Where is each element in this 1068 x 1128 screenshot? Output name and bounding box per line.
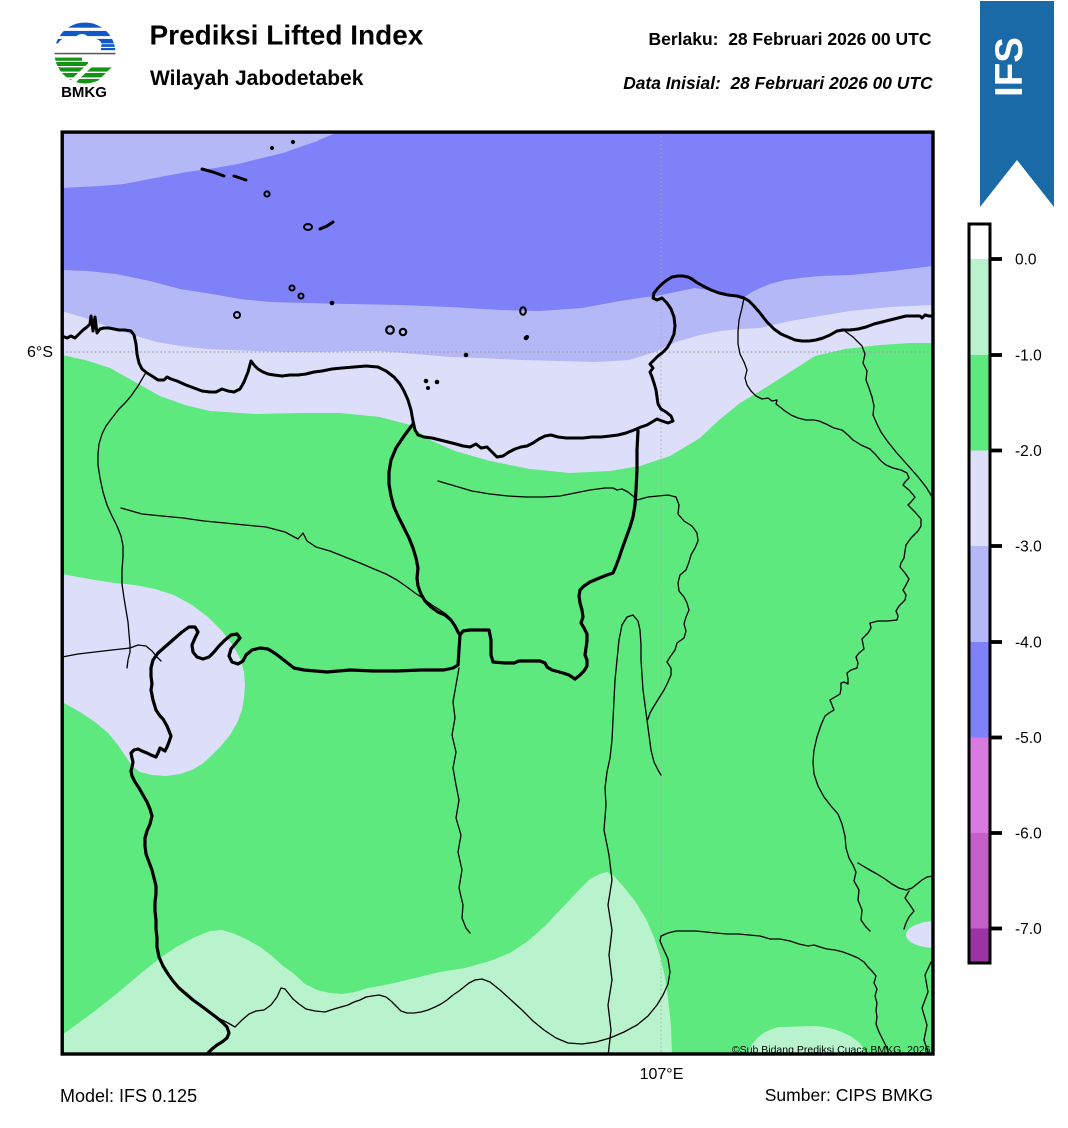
svg-text:107°E: 107°E	[640, 1066, 684, 1083]
svg-text:-5.0: -5.0	[1015, 730, 1042, 747]
svg-text:Data Inisial: 28 Februari 202: Data Inisial: 28 Februari 2026 00 UTC	[623, 73, 933, 93]
svg-text:6°S: 6°S	[27, 344, 53, 361]
svg-text:Model: IFS 0.125: Model: IFS 0.125	[60, 1086, 197, 1106]
svg-text:-6.0: -6.0	[1015, 826, 1042, 843]
svg-text:©Sub Bidang Prediksi Cuaca BMK: ©Sub Bidang Prediksi Cuaca BMKG, 2026	[732, 1044, 931, 1056]
svg-text:0.0: 0.0	[1015, 252, 1037, 269]
svg-text:BMKG: BMKG	[61, 84, 107, 101]
svg-text:Wilayah Jabodetabek: Wilayah Jabodetabek	[150, 67, 364, 90]
svg-text:-3.0: -3.0	[1015, 539, 1042, 556]
svg-text:IFS: IFS	[988, 37, 1031, 97]
svg-text:Prediksi Lifted Index: Prediksi Lifted Index	[150, 20, 424, 51]
svg-text:-1.0: -1.0	[1015, 348, 1042, 365]
svg-text:-2.0: -2.0	[1015, 443, 1042, 460]
svg-text:Sumber: CIPS BMKG: Sumber: CIPS BMKG	[765, 1085, 933, 1105]
svg-text:-4.0: -4.0	[1015, 635, 1042, 652]
svg-text:-7.0: -7.0	[1015, 921, 1042, 938]
svg-text:Berlaku: 28 Februari 2026 00: Berlaku: 28 Februari 2026 00 UTC	[648, 29, 931, 49]
